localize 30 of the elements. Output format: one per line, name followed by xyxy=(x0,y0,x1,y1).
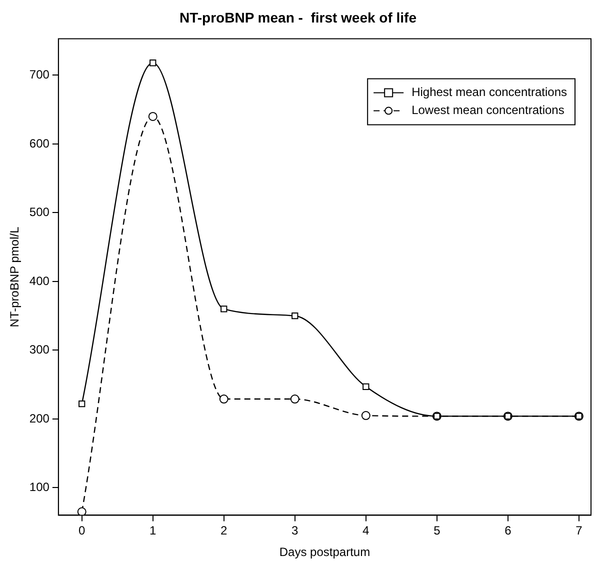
y-tick-label: 400 xyxy=(29,274,50,288)
point xyxy=(220,306,228,312)
x-tick-label: 7 xyxy=(576,524,583,538)
point xyxy=(148,112,158,121)
point xyxy=(150,60,156,66)
x-tick-label: 1 xyxy=(150,524,157,538)
point xyxy=(362,383,370,390)
x-axis-title: Days postpartum xyxy=(279,545,370,560)
y-tick-label: 200 xyxy=(29,411,50,426)
point xyxy=(290,394,300,404)
x-tick-label: 2 xyxy=(220,524,228,538)
y-tick-label: 700 xyxy=(29,68,50,82)
x-tick-label: 6 xyxy=(504,524,512,538)
chart-title: NT-proBNP mean - first week of life xyxy=(179,9,417,26)
point xyxy=(361,411,370,420)
x-tick-label: 4 xyxy=(362,524,370,538)
y-tick-label: 600 xyxy=(29,136,50,150)
x-tick-label: 3 xyxy=(292,524,299,538)
x-tick-label: 0 xyxy=(78,524,86,538)
y-tick-label: 500 xyxy=(29,205,50,220)
y-axis-title: NT-proBNP pmol/L xyxy=(8,226,22,328)
y-tick-label: 100 xyxy=(29,480,50,494)
legend-label: Highest mean concentrations xyxy=(412,85,567,100)
point xyxy=(78,400,86,408)
point xyxy=(77,507,86,516)
point xyxy=(219,394,228,404)
y-tick-label: 300 xyxy=(29,342,50,357)
x-tick-label: 5 xyxy=(434,524,441,538)
point xyxy=(292,312,298,320)
legend-label: Lowest mean concentrations xyxy=(412,103,564,118)
